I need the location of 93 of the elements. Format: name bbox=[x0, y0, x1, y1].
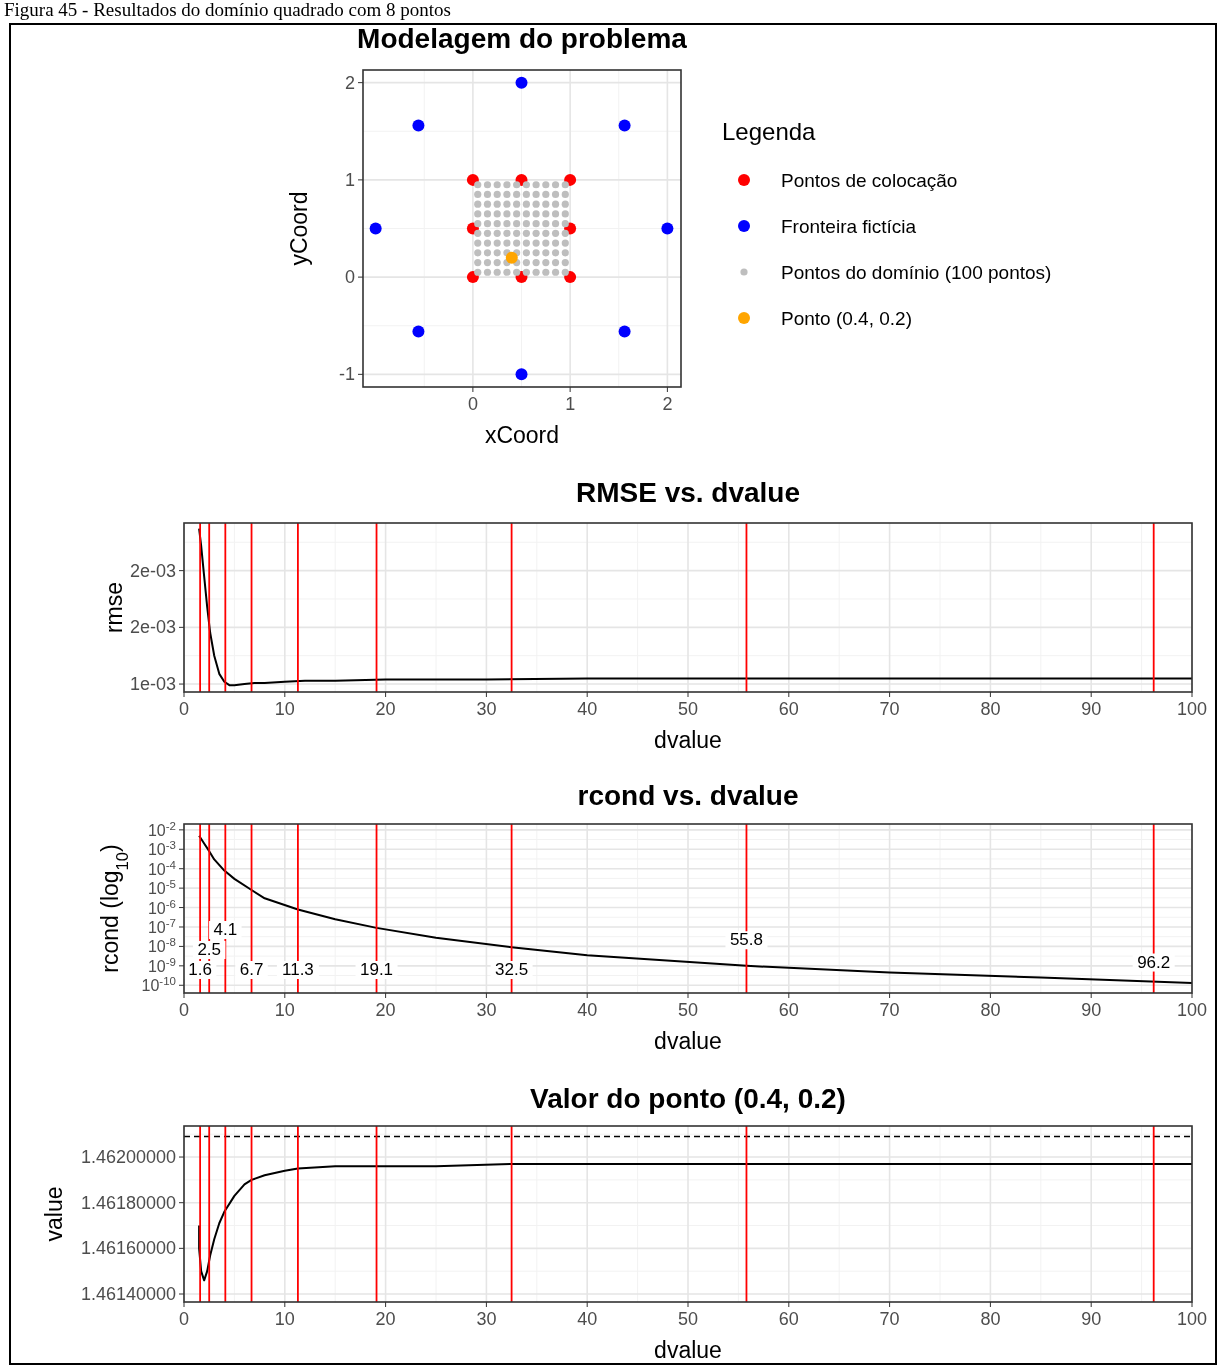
point bbox=[515, 368, 528, 381]
x-tick-label: 10 bbox=[274, 1000, 295, 1020]
point bbox=[618, 325, 631, 338]
x-tick-label: 60 bbox=[778, 699, 799, 719]
point bbox=[369, 222, 382, 235]
x-tick-label: 90 bbox=[1081, 699, 1102, 719]
x-tick-label: 40 bbox=[577, 699, 598, 719]
x-tick-label: 50 bbox=[677, 699, 699, 719]
x-tick-label: 30 bbox=[476, 1000, 497, 1020]
x-tick-label: 20 bbox=[375, 1309, 396, 1329]
x-tick-label: 80 bbox=[980, 1309, 1001, 1329]
y-tick-label: 10$^{-8}$ bbox=[147, 936, 176, 956]
y-tick-label: 1.46180000 bbox=[80, 1192, 176, 1213]
ref-line-label: 19.1 bbox=[359, 960, 394, 979]
y-tick-label: 1e-03 bbox=[129, 674, 176, 695]
legend-label: Pontos do domínio (100 pontos) bbox=[781, 262, 1052, 283]
text: Figura 45 - Resultados do domínio quadrado com 8 pontos bbox=[4, 0, 451, 20]
y-tick-label: 10$^{-2}$ bbox=[147, 819, 176, 839]
point bbox=[515, 76, 528, 89]
x-tick-label: 40 bbox=[577, 1309, 598, 1329]
x-tick-label: 90 bbox=[1081, 1000, 1102, 1020]
x-tick-label: 90 bbox=[1081, 1309, 1102, 1329]
legend-label: Fronteira fictícia bbox=[781, 216, 917, 237]
x-tick-label: 10 bbox=[274, 1309, 295, 1329]
x-axis-title: dvalue bbox=[654, 727, 722, 753]
y-tick-label: 2e-03 bbox=[129, 617, 176, 638]
y-tick-label: 1 bbox=[344, 169, 355, 190]
line-series bbox=[198, 527, 1193, 687]
x-axis-title: xCoord bbox=[484, 422, 560, 448]
x-tick-label: 0 bbox=[178, 699, 190, 719]
ref-line-label: 6.7 bbox=[239, 960, 264, 979]
x-tick-label: 80 bbox=[980, 1000, 1001, 1020]
point bbox=[661, 222, 674, 235]
x-tick-label: 100 bbox=[1176, 699, 1208, 719]
x-tick-label: 1 bbox=[565, 394, 576, 414]
ref-line-label: 1.6 bbox=[188, 960, 212, 979]
legend-title: Legenda bbox=[722, 118, 817, 145]
x-tick-label: 20 bbox=[375, 1000, 396, 1020]
y-tick-label: 10$^{-5}$ bbox=[147, 878, 176, 898]
y-tick-label: 1.46160000 bbox=[80, 1238, 176, 1259]
ref-line-label: 4.1 bbox=[213, 920, 238, 939]
x-tick-label: 2 bbox=[662, 394, 673, 414]
y-tick-label: 2e-03 bbox=[129, 560, 176, 581]
line-series bbox=[198, 1162, 1193, 1282]
ref-line-label: 32.5 bbox=[495, 960, 529, 979]
y-tick-label: 10$^{-10}$ bbox=[141, 975, 176, 995]
y-tick-label: 2 bbox=[344, 72, 355, 93]
y-tick-label: 0 bbox=[344, 267, 355, 288]
ref-line-label: 2.5 bbox=[197, 940, 222, 959]
y-tick-label: 1.46140000 bbox=[80, 1284, 176, 1305]
chart-title: Valor do ponto (0.4, 0.2) bbox=[530, 1083, 846, 1114]
y-tick-label: -1 bbox=[338, 364, 355, 385]
y-tick-label: 10$^{-7}$ bbox=[147, 916, 176, 936]
chart-title: Modelagem do problema bbox=[357, 23, 688, 54]
legend-label: Ponto (0.4, 0.2) bbox=[781, 308, 912, 329]
y-axis-title: value bbox=[41, 1186, 67, 1242]
x-axis-title: dvalue bbox=[654, 1337, 722, 1363]
x-tick-label: 60 bbox=[778, 1309, 799, 1329]
ref-line-label: 11.3 bbox=[281, 960, 314, 979]
x-tick-label: 20 bbox=[375, 699, 396, 719]
y-tick-label: 10$^{-9}$ bbox=[147, 955, 176, 975]
x-tick-label: 70 bbox=[879, 1309, 900, 1329]
x-tick-label: 30 bbox=[476, 699, 497, 719]
x-tick-label: 10 bbox=[274, 699, 295, 719]
chart-title: rcond vs. dvalue bbox=[577, 780, 799, 811]
y-tick-label: 10$^{-3}$ bbox=[147, 839, 176, 859]
x-tick-label: 0 bbox=[178, 1309, 190, 1329]
x-tick-label: 40 bbox=[577, 1000, 598, 1020]
point bbox=[505, 251, 518, 264]
ref-line-label: 55.8 bbox=[729, 930, 764, 950]
chart-title: RMSE vs. dvalue bbox=[575, 477, 801, 508]
y-tick-label: 1.46200000 bbox=[80, 1147, 176, 1168]
point bbox=[412, 119, 425, 132]
legend-label: Pontos de colocação bbox=[781, 170, 958, 191]
y-tick-label: 10$^{-6}$ bbox=[147, 897, 176, 917]
x-tick-label: 0 bbox=[178, 1000, 190, 1020]
y-axis-title: rmse bbox=[101, 581, 127, 634]
x-tick-label: 100 bbox=[1176, 1000, 1208, 1020]
y-axis-title: yCoord bbox=[286, 191, 312, 266]
x-tick-label: 50 bbox=[677, 1309, 699, 1329]
x-tick-label: 80 bbox=[980, 699, 1001, 719]
x-tick-label: 30 bbox=[476, 1309, 497, 1329]
x-tick-label: 50 bbox=[677, 1000, 699, 1020]
point bbox=[618, 119, 631, 132]
y-tick-label: 10$^{-4}$ bbox=[147, 858, 177, 878]
x-tick-label: 100 bbox=[1176, 1309, 1208, 1329]
x-tick-label: 60 bbox=[778, 1000, 799, 1020]
x-tick-label: 0 bbox=[467, 394, 478, 414]
point bbox=[412, 325, 425, 338]
x-axis-title: dvalue bbox=[654, 1028, 722, 1054]
ref-line-label: 96.2 bbox=[1137, 952, 1171, 972]
x-tick-label: 70 bbox=[879, 699, 900, 719]
x-tick-label: 70 bbox=[879, 1000, 900, 1020]
